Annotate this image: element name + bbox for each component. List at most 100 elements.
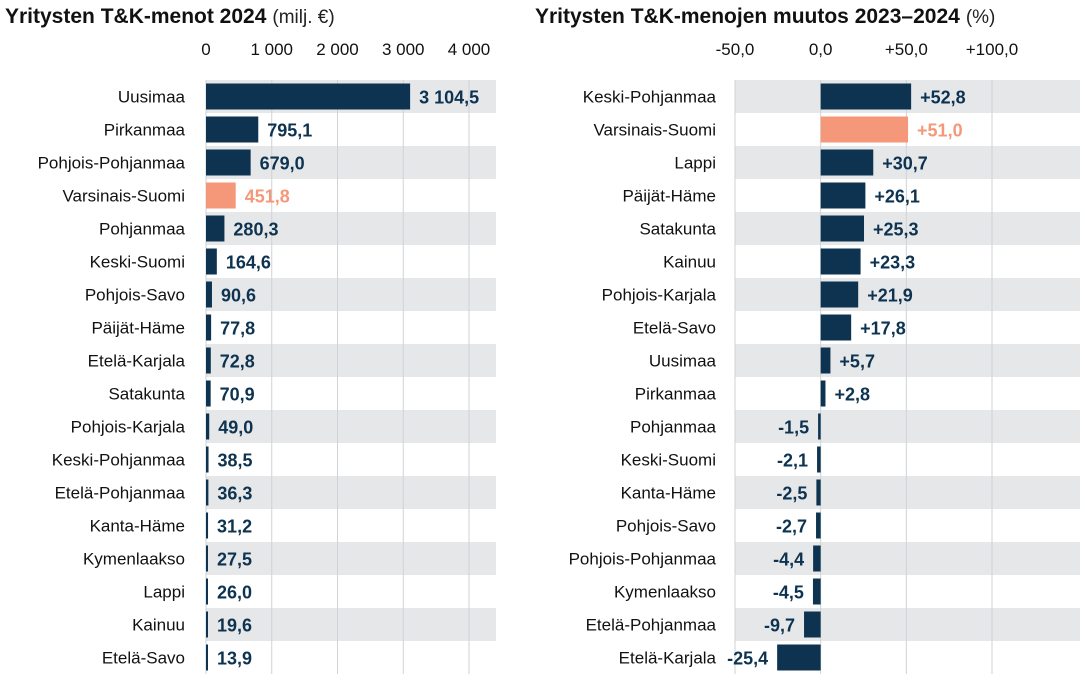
row-stripe	[206, 542, 496, 575]
bar	[820, 215, 865, 242]
value-label: -4,4	[773, 550, 804, 570]
category-label: Keski-Pohjanmaa	[52, 451, 186, 470]
bar	[816, 479, 821, 506]
category-label: Etelä-Savo	[633, 319, 716, 338]
bar	[206, 314, 212, 341]
bar	[206, 248, 217, 275]
chart-title-unit: (milj. €)	[272, 7, 334, 28]
category-label: Keski-Pohjanmaa	[583, 88, 717, 107]
category-label: Kainuu	[132, 616, 185, 635]
row-stripe	[735, 212, 1080, 245]
row-stripe	[735, 278, 1080, 311]
category-label: Lappi	[674, 154, 716, 173]
category-label: Kymenlaakso	[83, 550, 185, 569]
bar	[777, 644, 821, 671]
value-label: +25,3	[873, 220, 919, 240]
chart-rd-change: Yritysten T&K-menojen muutos 2023–2024 (%…	[535, 5, 1080, 674]
value-label: -2,7	[776, 517, 807, 537]
bar	[206, 281, 212, 308]
bar	[206, 149, 251, 176]
bar	[820, 116, 909, 143]
row-stripe	[206, 410, 496, 443]
value-label: 49,0	[218, 418, 253, 438]
row-stripe	[206, 344, 496, 377]
bar	[818, 413, 821, 440]
row-stripe	[206, 476, 496, 509]
tick-label: 0,0	[809, 40, 833, 59]
category-label: Pohjois-Karjala	[602, 286, 717, 305]
bar	[820, 83, 912, 110]
bar	[820, 347, 831, 374]
bar	[816, 512, 821, 539]
chart-title-main: Yritysten T&K-menojen muutos 2023–2024	[535, 5, 960, 28]
chart-rd-spending: Yritysten T&K-menot 2024 (milj. €) 0 1 000…	[5, 5, 496, 674]
value-label: +21,9	[867, 286, 913, 306]
bar	[820, 380, 826, 407]
value-label: -2,1	[777, 451, 808, 471]
bar	[206, 347, 211, 374]
chart-title: Yritysten T&K-menot 2024 (milj. €)	[5, 5, 335, 28]
bar	[206, 578, 208, 605]
tick-label: 0	[201, 40, 210, 59]
tick-label: 4 000	[448, 40, 491, 59]
value-label: -4,5	[773, 583, 804, 603]
category-label: Pohjois-Karjala	[71, 418, 186, 437]
value-label: 280,3	[233, 220, 278, 240]
value-label: +26,1	[874, 187, 920, 207]
bar	[812, 578, 821, 605]
bar	[206, 545, 208, 572]
value-label: 679,0	[260, 154, 305, 174]
bar	[813, 545, 821, 572]
category-label: Pohjois-Pohjanmaa	[569, 550, 717, 569]
bar	[206, 479, 209, 506]
value-label: 72,8	[220, 352, 255, 372]
category-label: Päijät-Häme	[622, 187, 716, 206]
value-label: 27,5	[217, 550, 252, 570]
chart-title-unit: (%)	[966, 7, 996, 28]
value-label: 451,8	[245, 187, 290, 207]
value-label: +17,8	[860, 319, 906, 339]
value-label: 795,1	[267, 121, 312, 141]
row-stripe	[206, 608, 496, 641]
tick-label: +100,0	[966, 40, 1018, 59]
category-label: Kanta-Häme	[621, 484, 716, 503]
category-label: Etelä-Savo	[102, 649, 185, 668]
category-label: Satakunta	[108, 385, 185, 404]
bar	[206, 512, 209, 539]
value-label: -2,5	[776, 484, 807, 504]
category-label: Pohjanmaa	[99, 220, 186, 239]
tick-label: 3 000	[382, 40, 425, 59]
bar	[206, 446, 209, 473]
category-label: Lappi	[143, 583, 185, 602]
row-stripe	[735, 410, 1080, 443]
row-stripe	[206, 278, 496, 311]
bar	[206, 611, 208, 638]
bar	[206, 380, 211, 407]
value-label: 3 104,5	[419, 88, 479, 108]
value-label: 90,6	[221, 286, 256, 306]
row-stripe	[735, 344, 1080, 377]
category-label: Etelä-Karjala	[88, 352, 186, 371]
bar	[820, 182, 866, 209]
row-stripe	[735, 146, 1080, 179]
bar	[804, 611, 821, 638]
category-label: Pohjois-Pohjanmaa	[38, 154, 186, 173]
category-label: Pirkanmaa	[104, 121, 186, 140]
tick-label: -50,0	[716, 40, 755, 59]
row-stripe	[206, 212, 496, 245]
category-label: Etelä-Karjala	[619, 649, 717, 668]
tick-label: +50,0	[885, 40, 928, 59]
category-label: Varsinais-Suomi	[593, 121, 716, 140]
value-label: +23,3	[870, 253, 916, 273]
tick-label: 2 000	[316, 40, 359, 59]
category-label: Uusimaa	[118, 88, 186, 107]
bar	[820, 149, 874, 176]
value-label: 38,5	[218, 451, 253, 471]
category-label: Etelä-Pohjanmaa	[586, 616, 717, 635]
category-label: Kainuu	[663, 253, 716, 272]
row-stripe	[206, 146, 496, 179]
value-label: -1,5	[778, 418, 809, 438]
bar	[820, 248, 861, 275]
value-label: 36,3	[217, 484, 252, 504]
